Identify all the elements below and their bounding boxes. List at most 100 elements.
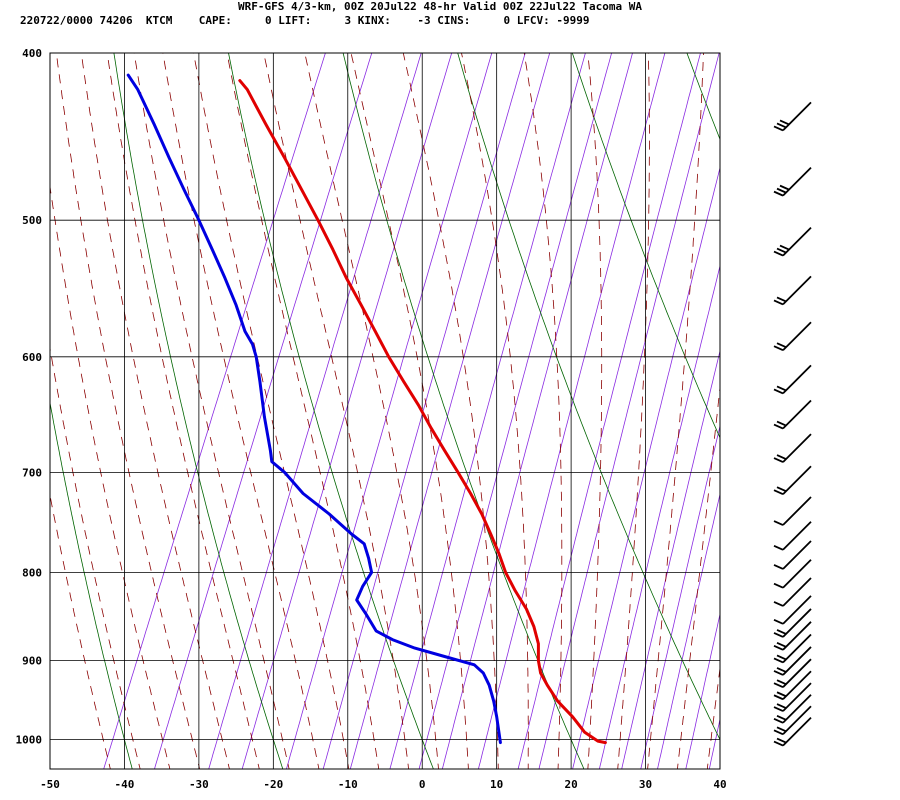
wind-barb-staff: [782, 595, 812, 625]
wind-barb-staff: [782, 658, 812, 688]
moist-adiabat-line: [193, 53, 350, 769]
moist-adiabat-line: [226, 53, 380, 769]
wind-barb: [773, 364, 812, 395]
wind-barb: [773, 433, 812, 463]
y-tick-label: 800: [22, 566, 42, 579]
wind-barb-flag: [776, 342, 787, 349]
wind-barb-staff: [782, 694, 812, 724]
wind-barb-flag: [773, 682, 784, 689]
mixing-ratio-line: [640, 424, 720, 769]
wind-barb: [773, 682, 812, 712]
wind-barb-staff: [782, 608, 812, 638]
wind-barb-flag: [773, 717, 784, 724]
wind-barb-staff: [782, 577, 812, 607]
moist-adiabat-line: [737, 36, 842, 773]
wind-barb: [773, 646, 812, 676]
mixing-ratio-line: [538, 53, 720, 769]
wind-barb-flag: [776, 726, 787, 733]
wind-barb-flag: [773, 694, 784, 701]
mixing-ratio-line: [322, 53, 526, 769]
wind-barb-flag: [773, 564, 784, 570]
wind-barb: [773, 621, 812, 651]
wind-barb: [773, 670, 812, 701]
dry-adiabat-line: [50, 400, 133, 769]
moist-adiabat-line: [80, 53, 230, 769]
mixing-ratio-line: [241, 53, 453, 769]
wind-barb-staff: [782, 621, 812, 651]
wind-barb-flag: [776, 420, 787, 427]
x-tick-label: -10: [338, 778, 358, 791]
mixing-ratio-line: [418, 53, 613, 769]
wind-barb-flag: [779, 119, 790, 126]
x-tick-label: -50: [40, 778, 60, 791]
wind-barb: [773, 559, 812, 589]
wind-barb: [773, 275, 812, 306]
mixing-ratio-line: [103, 53, 326, 769]
temperature-line: [238, 79, 607, 745]
wind-barb-flag: [773, 520, 784, 526]
wind-barb-flag: [776, 629, 787, 635]
chart-title: WRF-GFS 4/3-km, 00Z 20Jul22 48-hr Valid …: [238, 0, 642, 13]
moist-adiabat-line: [263, 53, 410, 769]
x-tick-label: 0: [419, 778, 426, 791]
y-axis-ticks: 400 500 600 700 800 900 1000: [16, 47, 43, 747]
wind-barb: [773, 321, 812, 352]
wind-barb-flag: [779, 244, 790, 251]
wind-barb-staff: [782, 540, 812, 570]
wind-barb-flag: [773, 457, 784, 463]
y-tick-label: 1000: [16, 734, 43, 747]
x-tick-label: -40: [115, 778, 135, 791]
dry-adiabat-line: [686, 53, 720, 141]
moist-adiabat-line: [677, 383, 720, 769]
wind-barb-staff: [782, 101, 812, 132]
wind-barb-flag: [776, 667, 787, 673]
wind-barb-flag: [773, 388, 784, 395]
wind-barb-flag: [773, 670, 784, 676]
wind-barb-flag: [773, 657, 784, 664]
sounding-indices-line: 220722/0000 74206 KTCM CAPE: 0 LIFT: 3 K…: [20, 14, 590, 27]
wind-barb-staff: [782, 670, 812, 700]
x-tick-label: 10: [490, 778, 503, 791]
wind-barb-flag: [776, 691, 787, 698]
wind-barb-staff: [782, 226, 812, 257]
wind-barb-flag: [776, 454, 787, 460]
wind-barb-staff: [782, 364, 812, 395]
x-axis-ticks: -50 -40 -30 -20 -10 0 10 20 30 40: [40, 778, 727, 791]
wind-barb-flag: [776, 641, 787, 648]
moist-adiabat-line: [617, 53, 650, 769]
dry-adiabat-line: [113, 53, 284, 769]
wind-barb: [773, 694, 812, 724]
moist-adiabat-line: [523, 53, 563, 769]
mixing-ratio-line: [621, 349, 720, 769]
wind-barb-flag: [776, 122, 787, 129]
wind-barb: [773, 705, 812, 736]
y-tick-label: 900: [22, 655, 42, 668]
wind-barb-flag: [776, 385, 787, 392]
y-tick-label: 500: [22, 214, 42, 227]
wind-barb-flag: [773, 619, 784, 625]
wind-barb: [773, 540, 812, 570]
wind-barb-flag: [776, 737, 787, 744]
mixing-ratio-line: [389, 53, 586, 769]
y-tick-label: 600: [22, 351, 42, 364]
x-tick-label: 30: [639, 778, 652, 791]
background-lines: [50, 36, 842, 773]
wind-barb-staff: [782, 275, 812, 306]
mixing-ratio-line: [685, 612, 720, 769]
wind-barb-staff: [782, 716, 812, 747]
wind-barb-flag: [773, 190, 784, 197]
moist-adiabat-line: [461, 53, 529, 769]
mixing-ratio-line: [517, 53, 701, 769]
wind-barb: [773, 633, 812, 664]
dewpoint-line: [126, 73, 502, 745]
wind-barb-flag: [776, 187, 787, 194]
wind-barb-staff: [782, 321, 812, 351]
x-tick-label: -20: [263, 778, 283, 791]
moist-adiabat-line: [350, 53, 469, 769]
dry-adiabat-line: [228, 53, 434, 769]
wind-barb-flag: [776, 654, 787, 661]
wind-barb-flag: [773, 582, 784, 589]
wind-barb-flag: [773, 632, 784, 638]
wind-barb-flag: [773, 644, 784, 651]
wind-barbs: [773, 101, 812, 747]
